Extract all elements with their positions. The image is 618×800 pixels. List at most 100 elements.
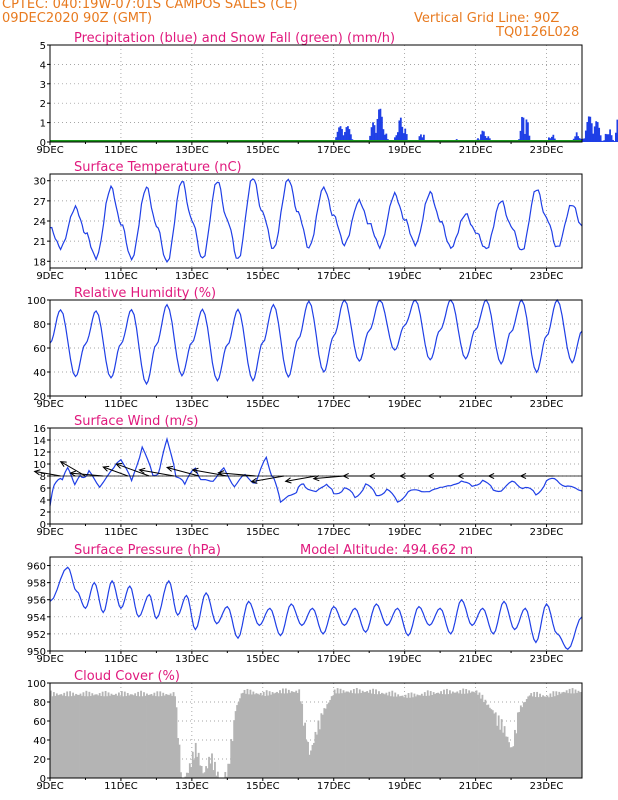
cloud-bar	[333, 689, 336, 778]
cloud-bar	[388, 691, 391, 778]
cloud-bar	[450, 693, 453, 778]
x-tick-label: 17DEC	[317, 399, 351, 410]
plot-frame	[49, 682, 583, 779]
cloud-bar	[341, 693, 343, 778]
cloud-bar	[311, 744, 314, 778]
cloud-bar	[344, 692, 346, 778]
cloud-bar	[190, 767, 193, 778]
cloud-bar	[432, 692, 435, 778]
precip-bar	[418, 136, 421, 142]
cloud-bar	[352, 688, 355, 778]
cloud-bar	[355, 687, 358, 778]
cloud-bar	[398, 696, 401, 778]
cloud-bar	[50, 690, 52, 778]
cloud-bar	[400, 695, 403, 778]
cloud-bar	[348, 692, 351, 778]
x-tick-label: 11DEC	[104, 781, 138, 792]
precip-bar	[335, 137, 337, 142]
cloud-bar	[511, 747, 513, 778]
cloud-bar	[565, 690, 568, 778]
x-tick-label: 9DEC	[36, 271, 63, 282]
cloud-bar	[441, 694, 444, 778]
cloud-bar	[522, 702, 525, 778]
cloud-bar	[166, 694, 169, 778]
wind-vector	[166, 466, 200, 477]
precip-bar	[601, 140, 603, 142]
cloud-bar	[85, 690, 88, 778]
x-tick-label: 21DEC	[459, 399, 493, 410]
wind-speed-series	[49, 436, 583, 507]
cloud-bar	[58, 694, 61, 778]
precip-bar	[528, 135, 531, 142]
cloud-bar	[366, 691, 369, 778]
precip-bar	[612, 139, 614, 142]
cloud-bar	[151, 695, 154, 778]
cloud-bar	[422, 695, 425, 778]
cloud-bar	[211, 753, 213, 778]
cloud-bar	[385, 692, 388, 778]
cloud-bar	[579, 692, 581, 778]
header-grid-note: Vertical Grid Line: 90Z	[414, 11, 560, 26]
cloud-bar	[559, 693, 562, 778]
y-tick-label: 2	[40, 508, 46, 519]
precip-bar	[587, 116, 590, 142]
cloud-bar	[475, 690, 478, 778]
y-tick-label: 20	[33, 392, 46, 403]
y-tick-label: 80	[33, 320, 46, 331]
cloud-bar	[177, 738, 179, 778]
cloud-bar	[537, 697, 540, 778]
cloud-bar	[332, 695, 335, 778]
cloud-bar	[248, 694, 250, 778]
cloud-bar	[132, 695, 135, 778]
x-tick-label: 13DEC	[175, 527, 209, 538]
cloud-bar	[397, 694, 400, 778]
x-tick-label: 11DEC	[104, 145, 138, 156]
cloud-bar	[57, 695, 60, 778]
cloud-bar	[91, 693, 94, 778]
cloud-bar	[375, 689, 377, 778]
wind-vector	[139, 469, 175, 477]
cloud-bar	[52, 692, 55, 778]
y-tick-label: 80	[33, 698, 46, 709]
cloud-bar	[496, 725, 499, 778]
wind-arrowhead	[59, 461, 67, 467]
x-tick-label: 15DEC	[246, 271, 280, 282]
cloud-bar	[214, 761, 216, 778]
cloud-bar	[123, 691, 126, 778]
precip-bar	[383, 134, 386, 142]
cloud-bar	[284, 688, 287, 778]
cloud-bar	[324, 708, 327, 778]
precip-bar	[480, 134, 482, 142]
x-tick-label: 23DEC	[530, 781, 564, 792]
cloud-bar	[539, 693, 541, 778]
cloud-bar	[454, 692, 457, 778]
precip-bar	[577, 136, 580, 142]
cloud-bar	[540, 696, 543, 778]
cloud-bar	[277, 693, 280, 778]
cloud-bar	[76, 694, 79, 778]
cloud-bar	[191, 751, 194, 778]
cloud-bar	[379, 694, 382, 778]
cloud-bar	[564, 692, 567, 778]
cloud-bar	[499, 729, 502, 778]
precip-bar	[609, 129, 611, 142]
cloud-bar	[280, 693, 283, 778]
cloud-bar	[490, 709, 493, 778]
cloud-bar	[338, 693, 340, 778]
cloud-bar	[212, 770, 215, 778]
cloud-bar	[236, 705, 239, 778]
cloud-bar	[279, 690, 281, 778]
cloud-bar	[209, 763, 212, 778]
cloud-bar	[261, 695, 264, 778]
cloud-bar	[165, 694, 168, 778]
cloud-bar	[250, 694, 253, 778]
plot-frame	[49, 427, 583, 525]
cloud-bar	[230, 739, 233, 778]
y-tick-label: 40	[33, 736, 46, 747]
cloud-bar	[401, 695, 404, 778]
cloud-bar	[549, 693, 552, 778]
cloud-bar	[534, 696, 537, 778]
cloud-bar	[481, 694, 484, 778]
wind-arrowhead	[33, 469, 41, 476]
cloud-bar	[378, 691, 380, 778]
